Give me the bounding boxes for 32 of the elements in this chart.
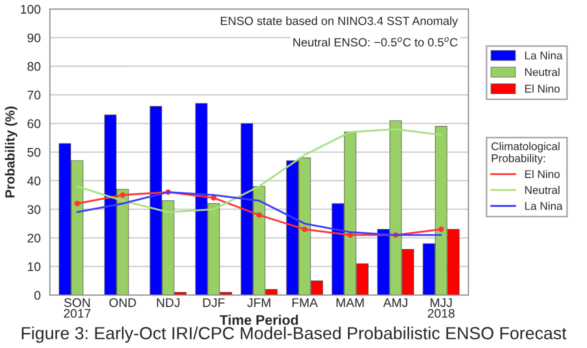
y-tick-label: 10 — [28, 262, 40, 272]
x-tick-label: AMJ — [383, 298, 408, 308]
x-tick-label: FMA — [292, 298, 318, 307]
y-tick-label: 40 — [27, 176, 40, 186]
x-tick-label: NDJ — [157, 298, 180, 308]
annotation: ENSO state based on NINO3.4 SST Anomaly — [220, 16, 458, 28]
x-tick-label: MJJ 2018 — [428, 298, 454, 318]
y-tick-label: 50 — [27, 148, 40, 157]
annotation: Neutral ENSO: −0.5$^{o}$C to 0.5$^{o}$C — [293, 37, 458, 46]
x-tick-label: SON 2017 — [64, 298, 90, 318]
y-tick-label: 0 — [34, 290, 40, 300]
y-tick-label: 90 — [28, 33, 40, 42]
x-tick-label: JFM — [247, 298, 270, 308]
text: Figure 3: Early-Oct IRI/CPC Model-Based Probabilistic ENSO Forecast — [22, 326, 566, 343]
y-tick-label: 20 — [28, 234, 40, 243]
y-tick-label: 70 — [28, 90, 40, 100]
x-tick-label: MAM — [336, 298, 364, 307]
x-tick-label: DJF — [203, 298, 225, 308]
legend-label: Neutral — [525, 186, 560, 194]
legend-label: Neutral — [525, 68, 560, 76]
legend-label: El Nino — [525, 84, 560, 93]
y-axis-title: Probability (%) — [4, 106, 18, 198]
y-tick-label: 100 — [20, 4, 40, 14]
legend-label: La Nina — [525, 202, 563, 210]
y-tick-label: 80 — [28, 62, 40, 71]
legend-label: La Nina — [525, 51, 563, 60]
y-tick-label: 30 — [27, 205, 40, 214]
legend-title: Climatological Probability: — [492, 142, 560, 164]
x-axis-title: Time Period — [220, 314, 298, 325]
y-tick-label: 60 — [28, 119, 40, 128]
x-tick-label: OND — [109, 298, 136, 308]
legend-label: El Nino — [525, 170, 560, 178]
